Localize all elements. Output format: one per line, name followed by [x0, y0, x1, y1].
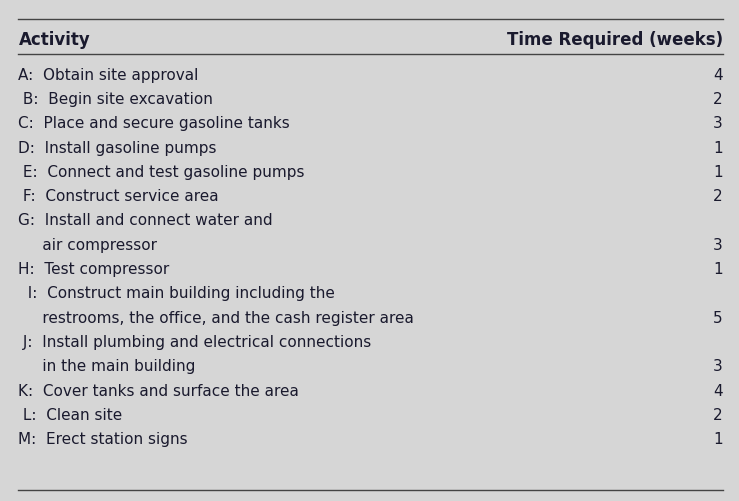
Text: H:  Test compressor: H: Test compressor [18, 262, 170, 277]
Text: I:  Construct main building including the: I: Construct main building including the [18, 287, 336, 301]
Text: restrooms, the office, and the cash register area: restrooms, the office, and the cash regi… [18, 311, 415, 326]
Text: in the main building: in the main building [18, 359, 196, 374]
Text: D:  Install gasoline pumps: D: Install gasoline pumps [18, 141, 217, 155]
Text: 5: 5 [713, 311, 723, 326]
Text: 1: 1 [713, 262, 723, 277]
Text: Time Required (weeks): Time Required (weeks) [507, 31, 723, 49]
Text: C:  Place and secure gasoline tanks: C: Place and secure gasoline tanks [18, 116, 290, 131]
Text: A:  Obtain site approval: A: Obtain site approval [18, 68, 199, 83]
Text: Activity: Activity [18, 31, 90, 49]
Text: 2: 2 [713, 408, 723, 423]
Text: 1: 1 [713, 165, 723, 180]
Text: 3: 3 [713, 359, 723, 374]
Text: 3: 3 [713, 238, 723, 253]
Text: 4: 4 [713, 68, 723, 83]
Text: F:  Construct service area: F: Construct service area [18, 189, 219, 204]
Text: 4: 4 [713, 384, 723, 398]
Text: 2: 2 [713, 92, 723, 107]
Text: G:  Install and connect water and: G: Install and connect water and [18, 213, 273, 228]
Text: L:  Clean site: L: Clean site [18, 408, 123, 423]
Text: 2: 2 [713, 189, 723, 204]
Text: K:  Cover tanks and surface the area: K: Cover tanks and surface the area [18, 384, 299, 398]
Text: M:  Erect station signs: M: Erect station signs [18, 432, 188, 447]
Text: E:  Connect and test gasoline pumps: E: Connect and test gasoline pumps [18, 165, 305, 180]
Text: 3: 3 [713, 116, 723, 131]
Text: 1: 1 [713, 432, 723, 447]
Text: air compressor: air compressor [18, 238, 157, 253]
Text: J:  Install plumbing and electrical connections: J: Install plumbing and electrical conne… [18, 335, 372, 350]
Text: 1: 1 [713, 141, 723, 155]
Text: B:  Begin site excavation: B: Begin site excavation [18, 92, 214, 107]
